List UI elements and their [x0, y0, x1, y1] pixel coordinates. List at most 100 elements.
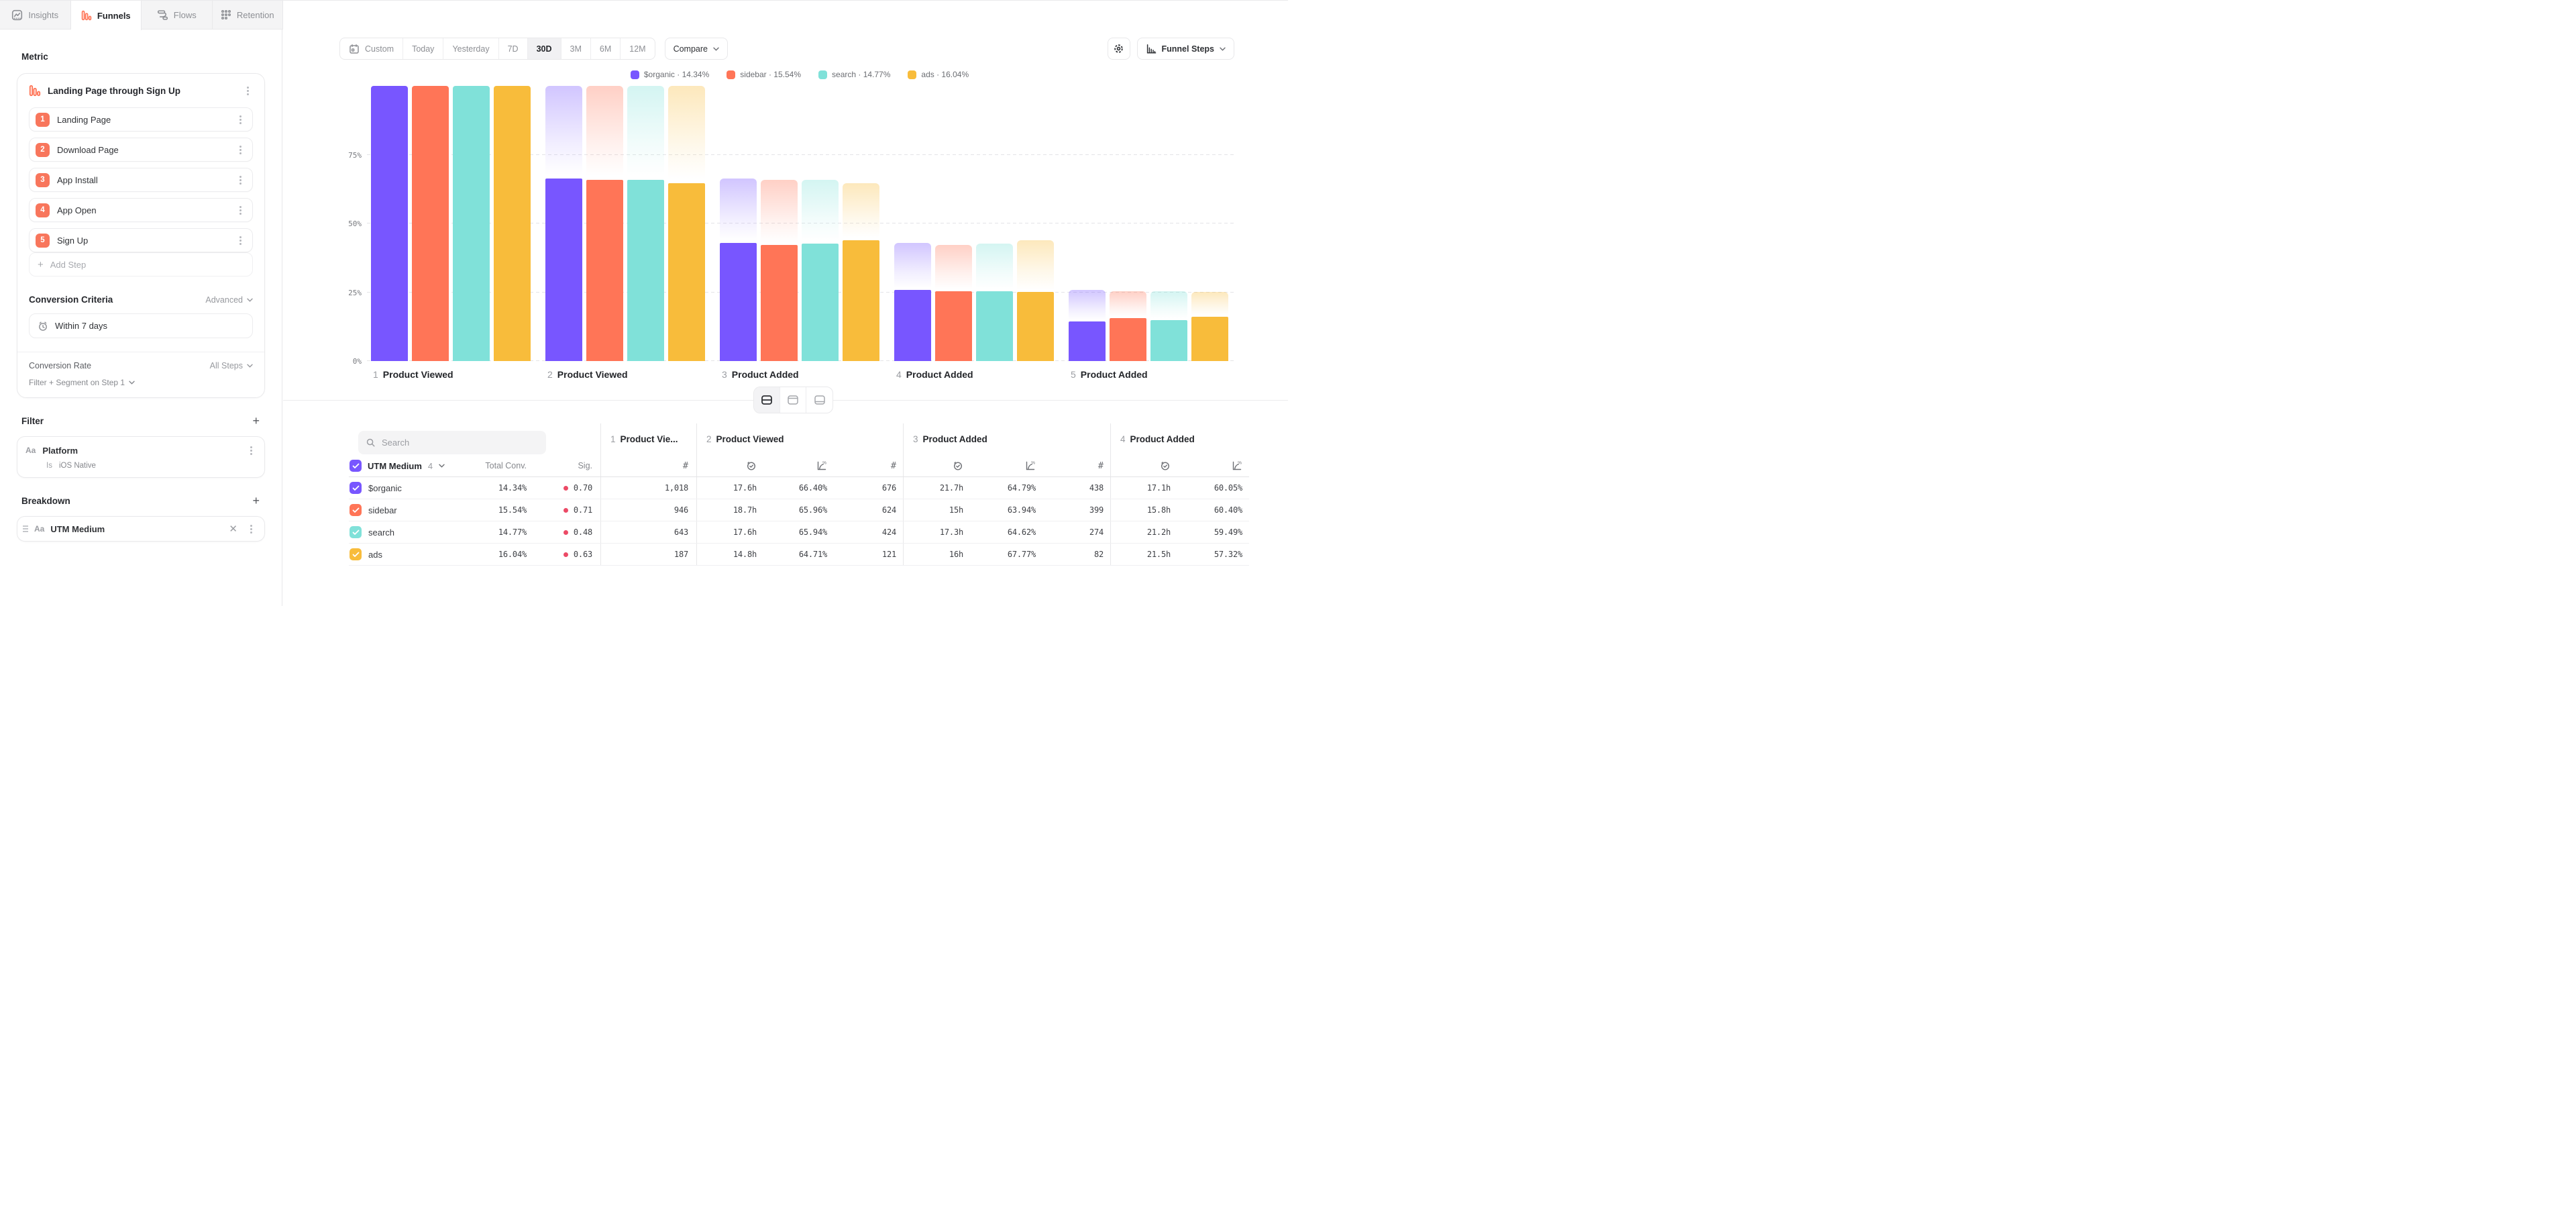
conversion-window-selector[interactable]: Within 7 days — [29, 313, 253, 338]
column-header-conv-step-3[interactable]: % — [970, 455, 1042, 476]
search-box[interactable] — [358, 430, 546, 454]
bar-sidebar-step5[interactable] — [1110, 318, 1146, 361]
column-header-count-step-3[interactable]: # — [1042, 455, 1110, 476]
date-range-custom[interactable]: Custom — [340, 38, 404, 59]
table-row-ads[interactable]: ads 16.04% 0.63 187 14.8h 64.71% 121 16h 67.77% 8… — [349, 544, 1249, 566]
layout-toggle-chart-only[interactable] — [780, 387, 806, 413]
row-checkbox[interactable] — [350, 548, 362, 560]
column-header-time-step-3[interactable] — [903, 455, 970, 476]
funnel-step-item[interactable]: 5 Sign Up — [29, 228, 253, 252]
bar-organic-step4[interactable] — [894, 290, 931, 361]
remove-breakdown-icon[interactable]: ✕ — [229, 523, 237, 535]
metric-cell: 63.94% — [1007, 505, 1036, 515]
bar-sidebar-step2[interactable] — [586, 179, 623, 361]
bar-sidebar-step4[interactable] — [935, 291, 972, 361]
segment-name: sidebar — [368, 505, 397, 515]
date-range-3m[interactable]: 3M — [561, 38, 591, 59]
filter-kebab-menu[interactable] — [246, 444, 256, 457]
breakdown-column-selector[interactable]: UTM Medium 4 — [349, 455, 476, 476]
bar-organic-step2[interactable] — [545, 178, 582, 361]
bar-organic-step5[interactable] — [1069, 321, 1106, 361]
step-kebab-menu[interactable] — [235, 113, 246, 126]
date-range-30d[interactable]: 30D — [527, 38, 561, 59]
column-header-conv-step-4[interactable]: % — [1177, 455, 1249, 476]
bar-search-step3[interactable] — [802, 244, 839, 361]
tab-flows[interactable]: Flows — [142, 1, 213, 29]
bar-ads-step2[interactable] — [668, 183, 705, 361]
tab-retention[interactable]: Retention — [213, 1, 283, 29]
search-icon — [366, 438, 375, 446]
row-checkbox[interactable] — [350, 504, 362, 516]
metric-cell: 946 — [600, 499, 696, 521]
advanced-dropdown[interactable]: Advanced — [205, 295, 253, 305]
table-row-organic[interactable]: $organic 14.34% 0.70 1,018 17.6h 66.40% 676 21.… — [349, 477, 1249, 499]
step-kebab-menu[interactable] — [235, 234, 246, 247]
funnel-step-item[interactable]: 2 Download Page — [29, 138, 253, 162]
date-range-6m[interactable]: 6M — [591, 38, 621, 59]
bar-search-step4[interactable] — [976, 291, 1013, 361]
chart-settings-button[interactable] — [1107, 38, 1130, 60]
step-kebab-menu[interactable] — [235, 143, 246, 156]
column-header-time-step-4[interactable] — [1110, 455, 1177, 476]
bar-search-step5[interactable] — [1150, 320, 1187, 361]
bar-sidebar-step3[interactable] — [761, 245, 798, 361]
metric-cell: 624 — [881, 505, 896, 515]
filter-item-platform[interactable]: Aa Platform Is iOS Native — [17, 436, 265, 478]
date-range-today[interactable]: Today — [403, 38, 444, 59]
filter-property-name: Platform — [42, 445, 78, 456]
step-label: Sign Up — [57, 235, 89, 246]
filter-segment-dropdown[interactable]: Filter + Segment on Step 1 — [29, 378, 253, 387]
legend-item-sidebar[interactable]: sidebar · 15.54% — [727, 70, 801, 79]
step-kebab-menu[interactable] — [235, 203, 246, 217]
column-header-count-step-1[interactable]: # — [600, 455, 696, 476]
layout-toggle-table-only[interactable] — [806, 387, 833, 413]
bar-ads-step5[interactable] — [1191, 317, 1228, 361]
bar-ads-step3[interactable] — [843, 240, 879, 361]
tab-insights[interactable]: Insights — [0, 1, 71, 29]
legend-item-search[interactable]: search · 14.77% — [818, 70, 890, 79]
layout-toggle-split-view[interactable] — [754, 387, 780, 413]
funnel-step-item[interactable]: 4 App Open — [29, 198, 253, 222]
bar-search-step1[interactable] — [453, 86, 490, 361]
drag-handle-icon[interactable] — [23, 525, 28, 532]
compare-button[interactable]: Compare — [664, 38, 728, 60]
funnel-step-item[interactable]: 1 Landing Page — [29, 107, 253, 132]
bar-ghost-sidebar — [1110, 291, 1146, 319]
search-input[interactable] — [382, 437, 529, 448]
row-checkbox[interactable] — [350, 526, 362, 538]
bar-ads-step1[interactable] — [494, 86, 531, 361]
date-range-12m[interactable]: 12M — [629, 44, 646, 54]
table-row-search[interactable]: search 14.77% 0.48 643 17.6h 65.94% 424 17.3h 64… — [349, 521, 1249, 544]
metric-cell: 21.2h — [1110, 521, 1177, 543]
bar-sidebar-step1[interactable] — [412, 86, 449, 361]
column-header-conv-step-2[interactable]: % — [763, 455, 834, 476]
column-header-count-step-2[interactable]: # — [834, 455, 903, 476]
add-filter-button[interactable]: + — [252, 414, 260, 427]
table-row-sidebar[interactable]: sidebar 15.54% 0.71 946 18.7h 65.96% 624 15h 63.… — [349, 499, 1249, 521]
tab-retention-label: Retention — [236, 9, 274, 20]
add-step-button[interactable]: + Add Step — [29, 252, 253, 276]
legend-item-ads[interactable]: ads · 16.04% — [908, 70, 969, 79]
bar-ads-step4[interactable] — [1017, 291, 1054, 361]
barwrap — [761, 179, 798, 361]
chart-type-selector[interactable]: Funnel Steps — [1136, 38, 1234, 60]
all-steps-dropdown[interactable]: All Steps — [210, 361, 253, 370]
breakdown-item-utm-medium[interactable]: Aa UTM Medium ✕ — [17, 516, 265, 542]
breakdown-kebab-menu[interactable] — [246, 522, 256, 536]
date-range-7d[interactable]: 7D — [499, 38, 528, 59]
column-header-time-step-2[interactable] — [696, 455, 763, 476]
bar-organic-step3[interactable] — [720, 242, 757, 361]
add-breakdown-button[interactable]: + — [252, 494, 260, 507]
barwrap — [371, 86, 408, 361]
tab-funnels[interactable]: Funnels — [70, 1, 142, 30]
bar-search-step2[interactable] — [627, 179, 664, 361]
metric-kebab-menu[interactable] — [242, 84, 253, 97]
bar-organic-step1[interactable] — [371, 86, 408, 361]
metric-card-footer: Conversion Rate All Steps Filter + Segme… — [17, 352, 264, 397]
legend-item-organic[interactable]: $organic · 14.34% — [630, 70, 709, 79]
step-kebab-menu[interactable] — [235, 173, 246, 187]
select-all-checkbox[interactable] — [350, 460, 362, 472]
row-checkbox[interactable] — [350, 482, 362, 494]
date-range-yesterday[interactable]: Yesterday — [443, 38, 499, 59]
funnel-step-item[interactable]: 3 App Install — [29, 168, 253, 192]
